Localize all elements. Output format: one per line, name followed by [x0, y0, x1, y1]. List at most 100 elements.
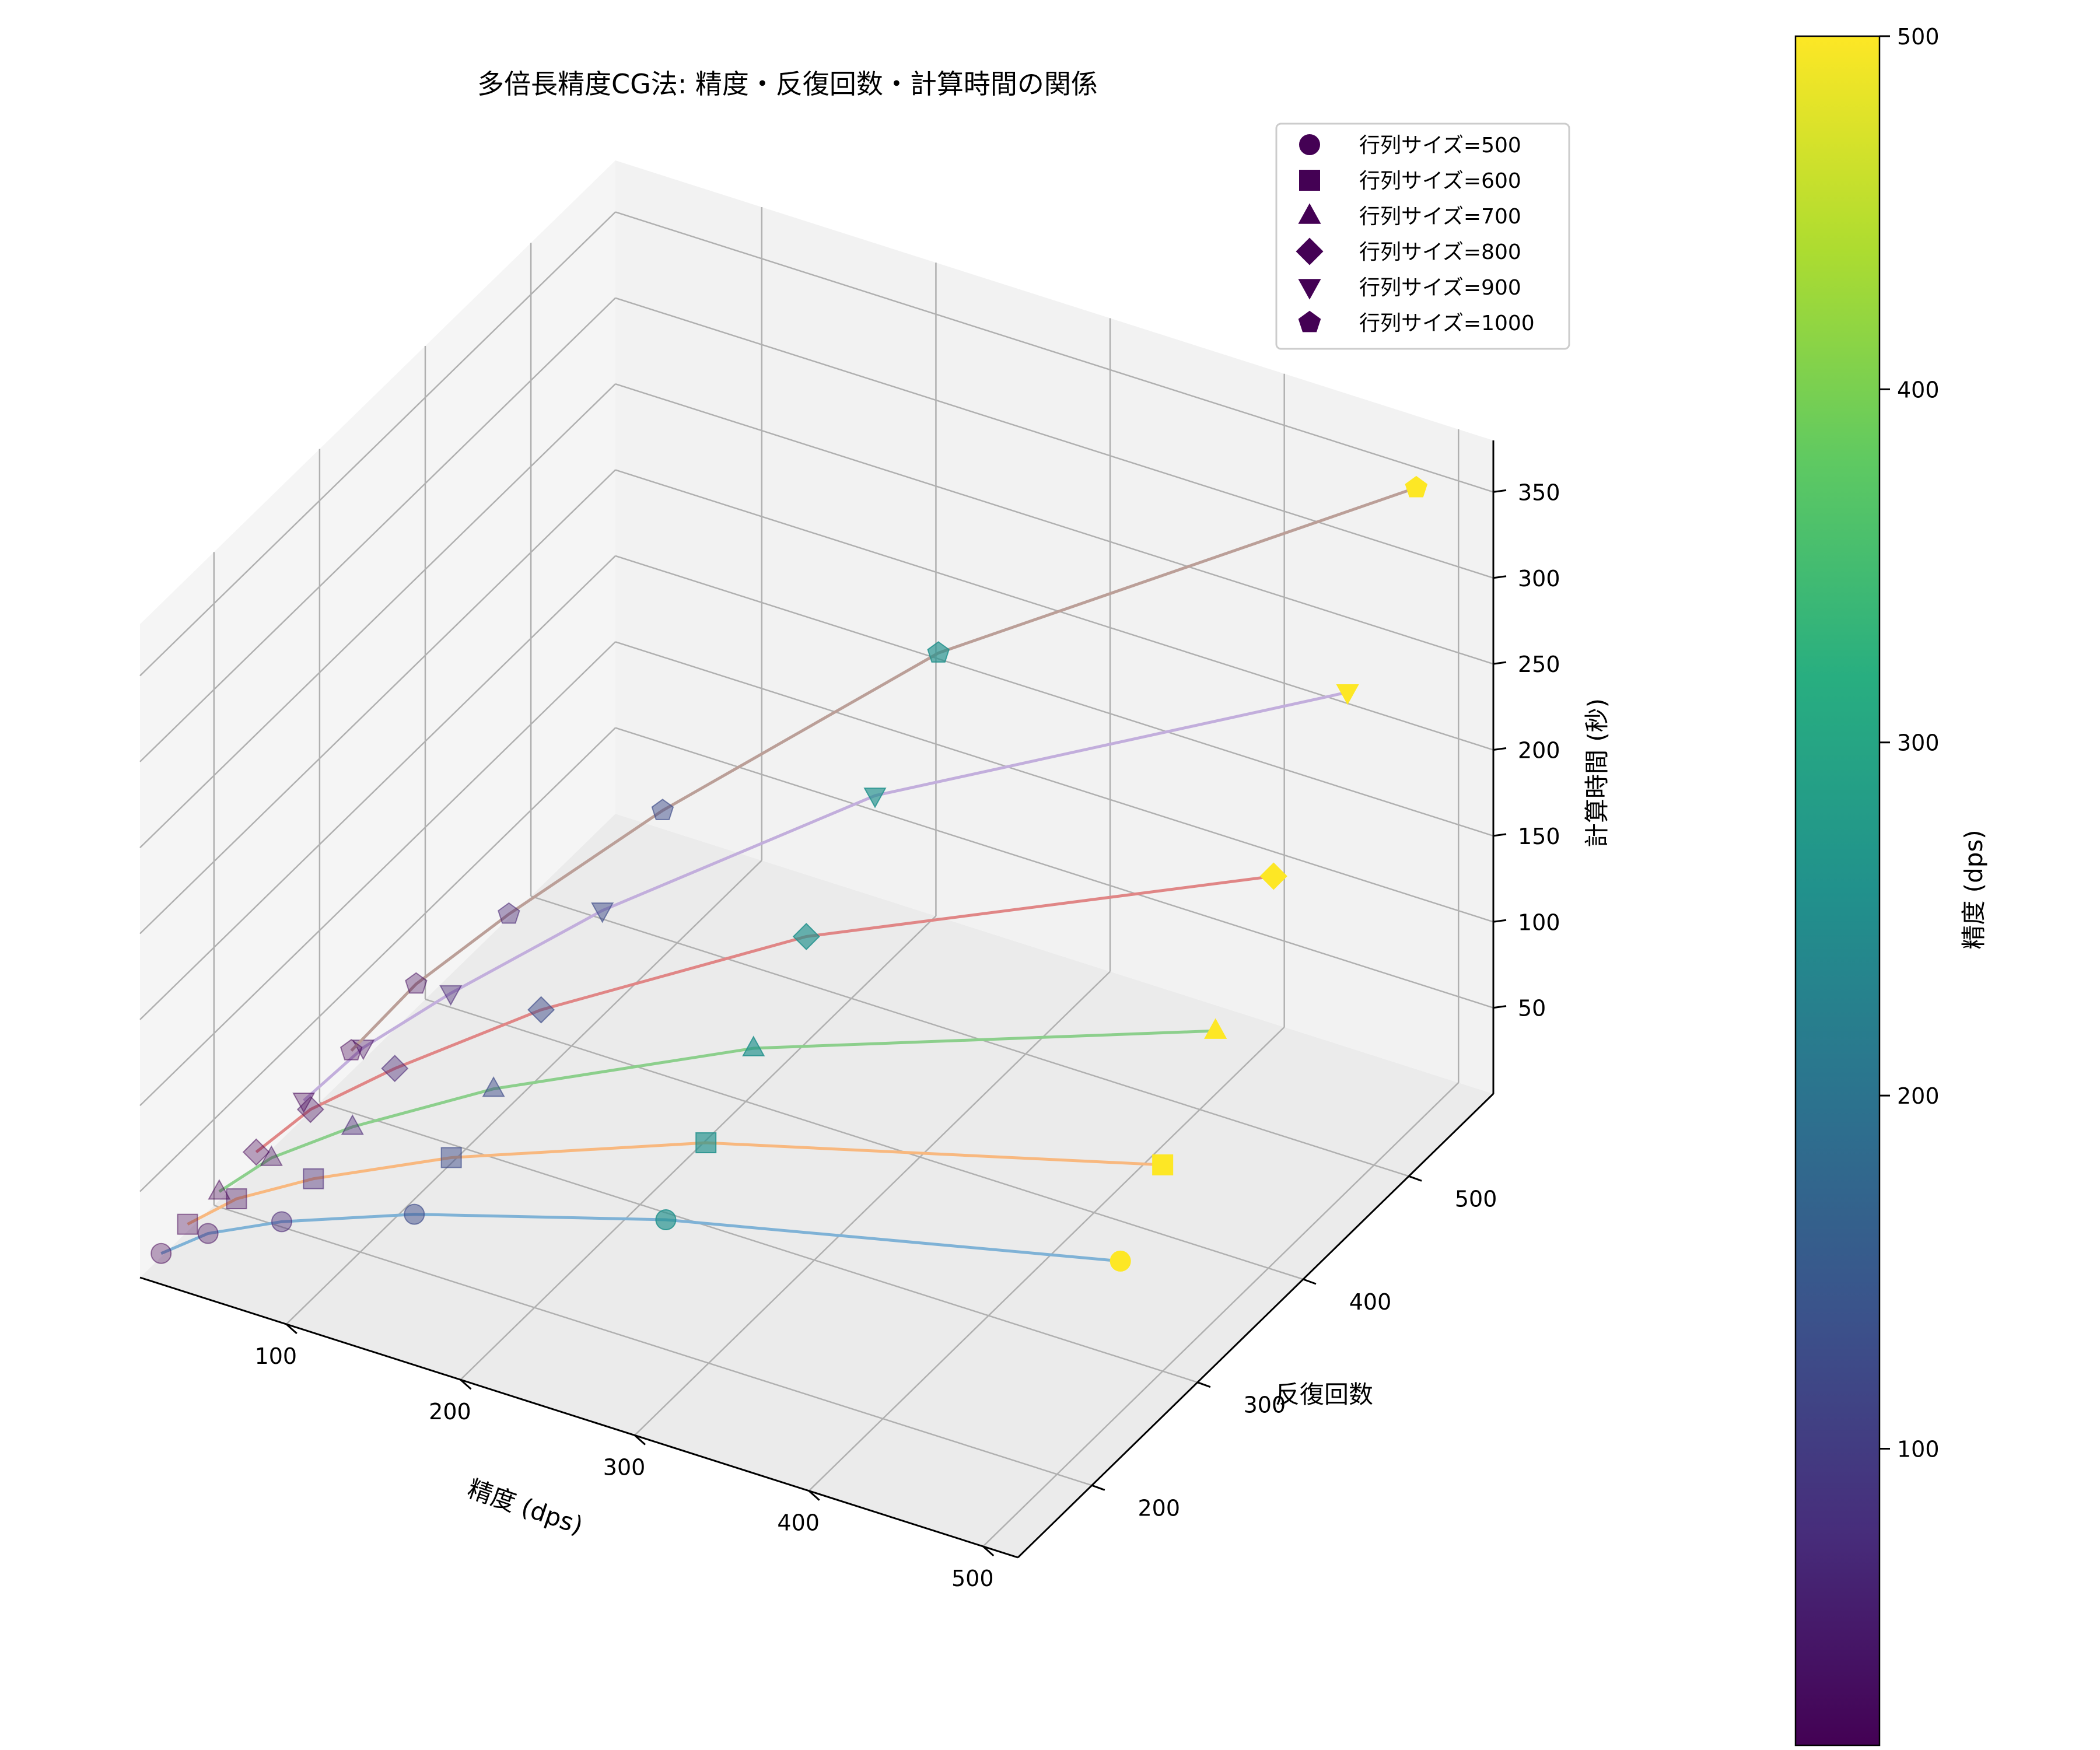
z-gridline [139, 727, 616, 1192]
z-gridline [615, 555, 1494, 837]
z-gridline [139, 469, 616, 935]
legend-entry: 行列サイズ=600 [1299, 169, 1521, 193]
z-tick-label: 100 [1518, 909, 1560, 935]
data-point [341, 1114, 364, 1135]
data-point [927, 641, 950, 663]
legend-label: 行列サイズ=900 [1359, 276, 1521, 300]
legend-marker [1298, 203, 1321, 224]
z-tick-label: 150 [1518, 824, 1560, 849]
z-gridline [615, 211, 1494, 493]
legend-label: 行列サイズ=1000 [1359, 312, 1535, 335]
data-point [482, 1076, 505, 1097]
legend-label: 行列サイズ=800 [1359, 240, 1521, 264]
z-gridline [139, 555, 616, 1020]
y-tick-label: 500 [1455, 1186, 1497, 1212]
z-tick-mark [1493, 1005, 1507, 1009]
data-point [242, 1138, 270, 1166]
z-gridline [615, 383, 1494, 665]
series-line [255, 874, 1274, 1154]
series-line [303, 691, 1348, 1102]
tick-labels: 100 200 300 400 500 200 300 400 500 50 100 150 200 25… [255, 480, 1560, 1591]
colorbar-tick-label: 400 [1897, 377, 1940, 402]
series-line [218, 1029, 1216, 1193]
legend-label: 行列サイズ=600 [1359, 169, 1521, 193]
data-point [742, 1035, 765, 1056]
legend-entry: 行列サイズ=900 [1298, 276, 1521, 300]
x-tick-mark [634, 1434, 646, 1446]
y-axis-line [1017, 1093, 1494, 1559]
y-tick-label: 300 [1244, 1392, 1286, 1418]
legend-entry: 行列サイズ=700 [1298, 203, 1521, 229]
z-gridline [139, 383, 616, 849]
legend-entry: 行列サイズ=500 [1299, 134, 1521, 158]
axis-panes [140, 160, 1493, 1558]
y-tick-label: 200 [1138, 1495, 1181, 1521]
x-gridline [285, 860, 762, 1325]
series-line [350, 486, 1417, 1052]
legend-label: 行列サイズ=500 [1359, 134, 1521, 158]
z-tick-label: 50 [1518, 996, 1546, 1021]
y-tick-mark [1303, 1278, 1317, 1285]
legend-label: 行列サイズ=700 [1359, 205, 1521, 229]
legend-marker [1299, 170, 1320, 191]
data-point [340, 1039, 363, 1060]
series-3 [208, 1018, 1227, 1200]
legend-marker [1299, 134, 1320, 155]
series-line [160, 1213, 1121, 1263]
colorbar-ticks: 100 200 300 400 500 [1880, 24, 1940, 1462]
legend-frame [1275, 123, 1570, 350]
data-point [1259, 862, 1287, 890]
data-point [792, 922, 820, 951]
data-point [1405, 475, 1428, 498]
legend: 行列サイズ=500 行列サイズ=600 行列サイズ=700 行列サイズ=800 行列サイ… [1275, 123, 1570, 350]
series-1 [150, 1203, 1131, 1272]
data-point [1204, 1018, 1227, 1039]
x-gridline [634, 971, 1111, 1436]
z-gridline [139, 641, 616, 1107]
y-gridline [319, 1101, 1198, 1383]
z-gridline [615, 727, 1494, 1009]
colorbar-tick-label: 300 [1897, 730, 1940, 756]
y-axis-label: 反復回数 [1275, 1380, 1373, 1409]
z-tick-mark [1493, 747, 1507, 751]
series-2 [177, 1132, 1174, 1235]
legend-entry: 行列サイズ=800 [1296, 237, 1521, 265]
y-tick-mark [1197, 1381, 1211, 1388]
z-axis-label: 計算時間 (秒) [1583, 698, 1611, 848]
data-point [439, 985, 463, 1006]
x-tick-label: 100 [255, 1343, 298, 1369]
series-6 [340, 475, 1428, 1060]
data-point [405, 972, 428, 994]
left-wall-pane [140, 160, 615, 1278]
x-tick-mark [460, 1379, 472, 1390]
data-point [1110, 1250, 1131, 1272]
series-4 [242, 862, 1287, 1166]
back-wall-pane [615, 160, 1493, 1094]
y-gridline [214, 1205, 1093, 1486]
data-point [404, 1203, 425, 1225]
data-point [177, 1213, 198, 1235]
legend-marker [1296, 237, 1324, 265]
data-point [498, 902, 520, 924]
z-tick-label: 300 [1518, 566, 1560, 592]
x-tick-mark [982, 1545, 995, 1557]
axis-lines [139, 440, 1507, 1559]
data-point [381, 1055, 409, 1083]
data-point [591, 902, 614, 923]
z-gridline [615, 297, 1494, 579]
y-gridline [530, 895, 1409, 1177]
data-point [208, 1179, 231, 1200]
data-point [260, 1145, 283, 1166]
series-layer [150, 475, 1428, 1272]
data-point [527, 996, 555, 1024]
x-tick-label: 400 [777, 1510, 820, 1536]
data-point [655, 1209, 677, 1231]
x-tick-label: 300 [603, 1454, 646, 1480]
data-point [197, 1223, 219, 1244]
data-point [440, 1147, 462, 1168]
y-gridline [425, 998, 1304, 1280]
x-gridline [808, 1026, 1285, 1492]
colorbar-tick-label: 500 [1897, 24, 1940, 50]
data-point [1152, 1154, 1174, 1175]
